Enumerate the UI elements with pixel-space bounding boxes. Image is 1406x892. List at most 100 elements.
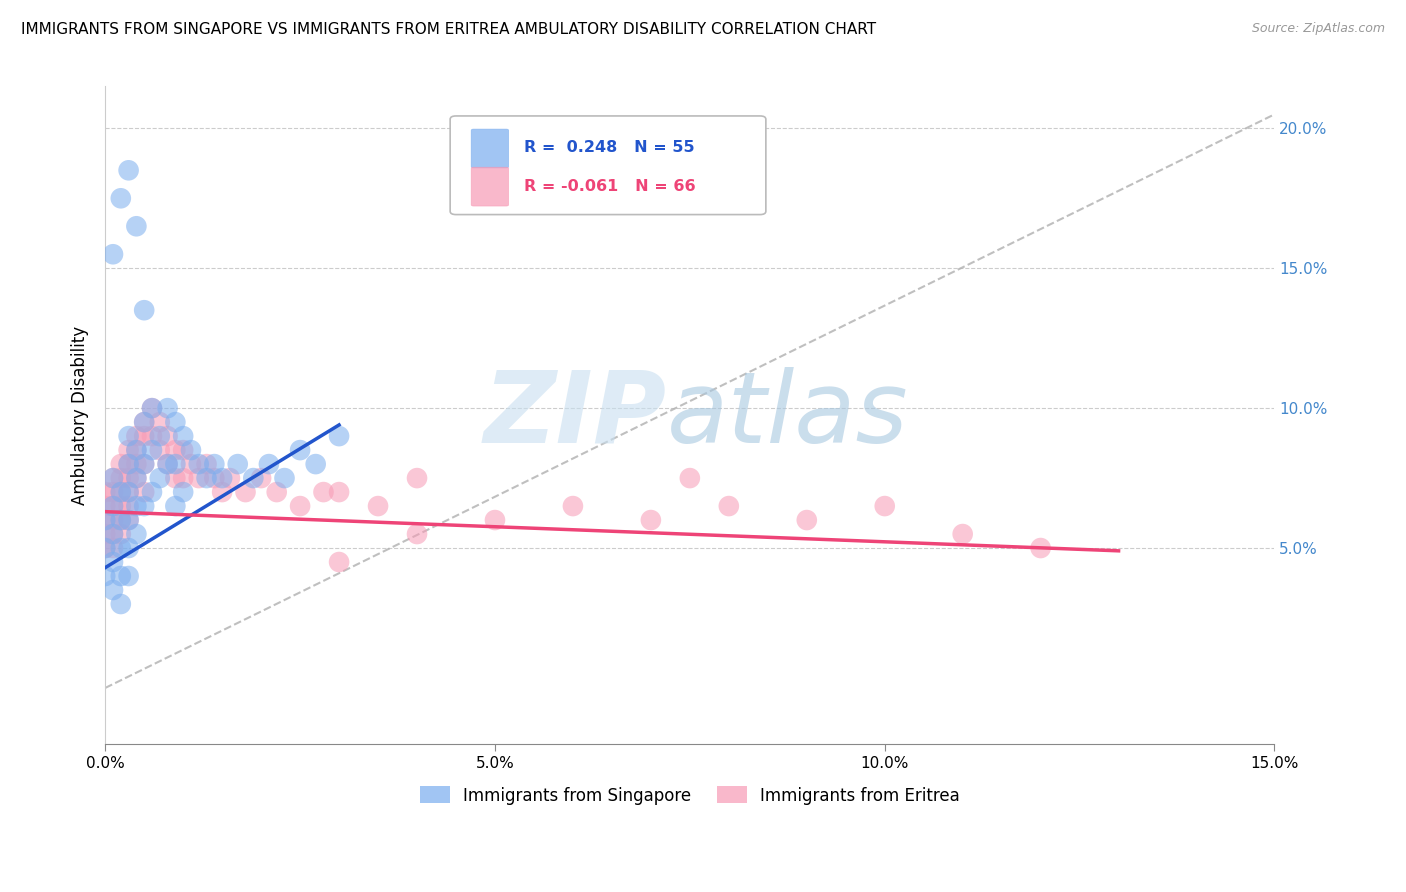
- Point: [134, 303, 156, 318]
- Point: [117, 163, 139, 178]
- Point: [125, 219, 148, 234]
- Point: [117, 429, 139, 443]
- Point: [117, 513, 139, 527]
- Point: [101, 582, 124, 597]
- Point: [117, 457, 139, 471]
- Point: [117, 569, 139, 583]
- Text: R = -0.061   N = 66: R = -0.061 N = 66: [524, 179, 696, 194]
- FancyBboxPatch shape: [471, 167, 509, 206]
- Point: [873, 499, 896, 513]
- Point: [273, 471, 295, 485]
- Point: [117, 471, 139, 485]
- Point: [328, 429, 350, 443]
- Point: [101, 499, 124, 513]
- Point: [101, 513, 124, 527]
- Point: [141, 485, 163, 500]
- Point: [101, 471, 124, 485]
- Point: [94, 513, 117, 527]
- Point: [110, 597, 132, 611]
- Point: [211, 471, 233, 485]
- Point: [202, 471, 225, 485]
- Point: [110, 513, 132, 527]
- Point: [110, 541, 132, 555]
- Point: [195, 457, 218, 471]
- Point: [165, 457, 187, 471]
- Point: [165, 415, 187, 429]
- Point: [149, 415, 172, 429]
- Point: [149, 471, 172, 485]
- Point: [156, 457, 179, 471]
- Point: [187, 471, 209, 485]
- Point: [101, 555, 124, 569]
- Text: R =  0.248   N = 55: R = 0.248 N = 55: [524, 140, 695, 155]
- Point: [141, 401, 163, 416]
- Point: [219, 471, 242, 485]
- Point: [94, 513, 117, 527]
- Text: Source: ZipAtlas.com: Source: ZipAtlas.com: [1251, 22, 1385, 36]
- Point: [796, 513, 818, 527]
- Point: [110, 471, 132, 485]
- Point: [165, 499, 187, 513]
- Point: [134, 457, 156, 471]
- Point: [156, 401, 179, 416]
- Point: [110, 513, 132, 527]
- Point: [561, 499, 583, 513]
- Point: [110, 499, 132, 513]
- Point: [125, 443, 148, 458]
- Point: [110, 485, 132, 500]
- Point: [101, 527, 124, 541]
- Point: [134, 415, 156, 429]
- Text: ZIP: ZIP: [484, 367, 666, 464]
- Point: [125, 457, 148, 471]
- Text: atlas: atlas: [666, 367, 908, 464]
- Point: [125, 471, 148, 485]
- Point: [202, 457, 225, 471]
- Point: [134, 457, 156, 471]
- Point: [156, 457, 179, 471]
- Point: [101, 485, 124, 500]
- Point: [172, 471, 194, 485]
- Point: [305, 457, 328, 471]
- Point: [117, 443, 139, 458]
- Point: [117, 457, 139, 471]
- Point: [110, 485, 132, 500]
- Point: [952, 527, 974, 541]
- Point: [187, 457, 209, 471]
- Point: [226, 457, 249, 471]
- Point: [125, 443, 148, 458]
- Point: [328, 485, 350, 500]
- Point: [94, 485, 117, 500]
- Point: [250, 471, 273, 485]
- Point: [110, 457, 132, 471]
- Point: [101, 499, 124, 513]
- Point: [328, 555, 350, 569]
- FancyBboxPatch shape: [450, 116, 766, 215]
- Point: [312, 485, 335, 500]
- Point: [717, 499, 740, 513]
- Point: [195, 471, 218, 485]
- Point: [235, 485, 257, 500]
- Point: [149, 443, 172, 458]
- Point: [101, 471, 124, 485]
- Point: [172, 429, 194, 443]
- Point: [149, 429, 172, 443]
- Point: [257, 457, 280, 471]
- Point: [101, 527, 124, 541]
- Point: [117, 513, 139, 527]
- Point: [125, 499, 148, 513]
- Point: [367, 499, 389, 513]
- Point: [94, 527, 117, 541]
- Point: [679, 471, 702, 485]
- Point: [125, 471, 148, 485]
- Point: [117, 541, 139, 555]
- Text: IMMIGRANTS FROM SINGAPORE VS IMMIGRANTS FROM ERITREA AMBULATORY DISABILITY CORRE: IMMIGRANTS FROM SINGAPORE VS IMMIGRANTS …: [21, 22, 876, 37]
- Point: [211, 485, 233, 500]
- Point: [110, 569, 132, 583]
- Point: [172, 485, 194, 500]
- Point: [288, 443, 311, 458]
- Point: [141, 443, 163, 458]
- FancyBboxPatch shape: [471, 129, 509, 168]
- Point: [1029, 541, 1052, 555]
- Point: [94, 541, 117, 555]
- Point: [172, 443, 194, 458]
